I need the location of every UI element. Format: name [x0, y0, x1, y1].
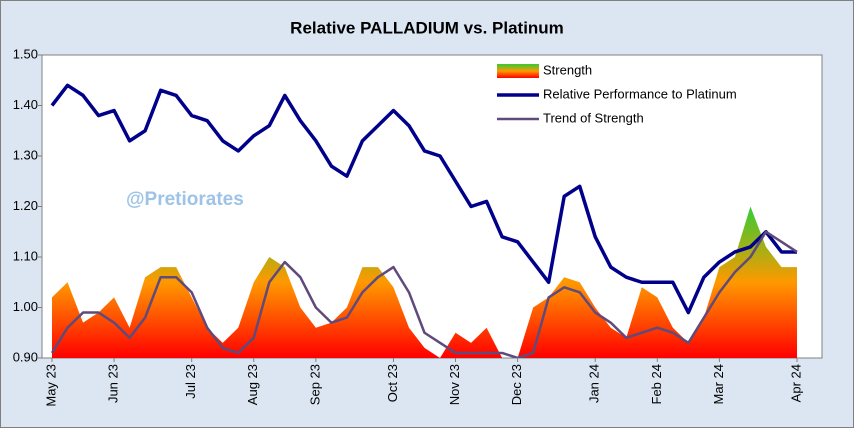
x-tick-label: Jul 23 — [183, 364, 198, 399]
series-line — [50, 83, 797, 315]
series-line — [50, 230, 798, 358]
legend-label: Relative Performance to Platinum — [543, 86, 737, 101]
x-tick-label: Mar 24 — [711, 364, 726, 404]
y-tick-label: 1.00 — [13, 299, 38, 314]
y-tick-label: 1.20 — [13, 198, 38, 213]
x-tick-label: Sep 23 — [307, 364, 322, 405]
y-tick-label: 1.50 — [13, 46, 38, 61]
x-tick-label: Jan 24 — [587, 364, 602, 403]
y-tick-label: 1.10 — [13, 248, 38, 263]
legend-swatch — [497, 64, 539, 78]
x-tick-label: May 23 — [43, 364, 58, 407]
x-tick-label: Jun 23 — [106, 364, 121, 403]
y-tick-label: 1.30 — [13, 147, 38, 162]
x-tick-label: Nov 23 — [447, 364, 462, 405]
x-tick-label: Aug 23 — [245, 364, 260, 405]
legend-label: Trend of Strength — [543, 110, 644, 125]
x-tick-label: Oct 23 — [385, 364, 400, 402]
x-tick-label: Dec 23 — [509, 364, 524, 405]
watermark: @Pretiorates — [126, 189, 244, 210]
legend-label: Strength — [543, 62, 592, 77]
x-tick-label: Apr 24 — [788, 364, 803, 402]
chart-title: Relative PALLADIUM vs. Platinum — [290, 18, 564, 37]
strength-area — [52, 206, 797, 358]
y-tick-label: 1.40 — [13, 97, 38, 112]
x-tick-label: Feb 24 — [649, 364, 664, 404]
y-tick-label: 0.90 — [13, 349, 38, 364]
